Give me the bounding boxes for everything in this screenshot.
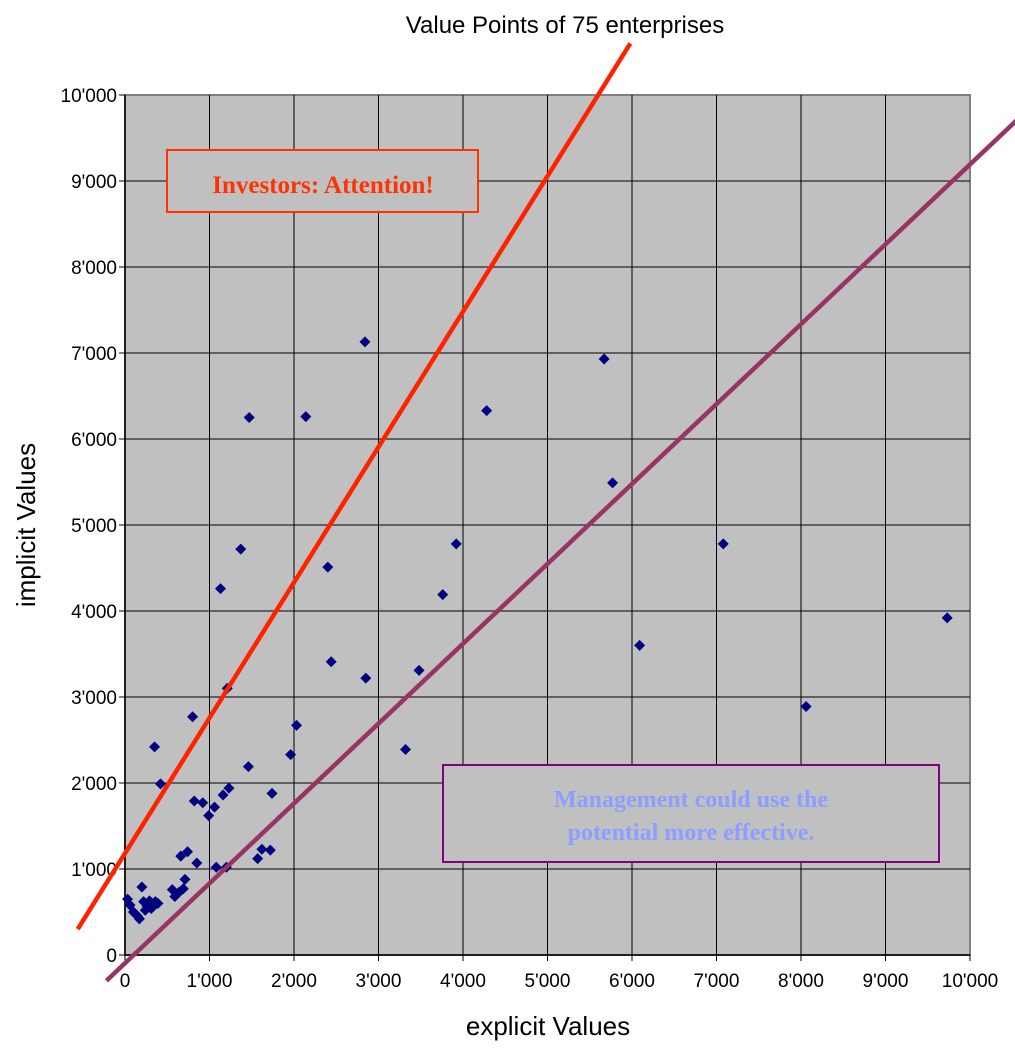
data-point bbox=[177, 883, 189, 895]
y-tick-label: 10'000 bbox=[61, 86, 117, 107]
data-point bbox=[209, 801, 221, 813]
data-point bbox=[400, 743, 412, 755]
data-point bbox=[203, 810, 215, 822]
y-tick-label: 9'000 bbox=[71, 172, 117, 193]
data-point bbox=[149, 741, 161, 753]
data-point bbox=[136, 881, 148, 893]
data-point bbox=[359, 336, 371, 348]
data-point bbox=[717, 538, 729, 550]
tick-labels: 0 1'000 2'000 3'000 4'000 5'000 6'000 7'000 8'00… bbox=[61, 86, 999, 992]
y-axis-label: implicit Values bbox=[11, 443, 41, 607]
data-point bbox=[235, 543, 247, 555]
x-tick-label: 10'000 bbox=[942, 971, 998, 992]
data-points bbox=[122, 336, 953, 925]
y-tick-label: 7'000 bbox=[71, 344, 117, 365]
investors-callout-text: Investors: Attention! bbox=[212, 172, 434, 199]
investors-callout-box bbox=[166, 149, 479, 213]
data-point bbox=[598, 353, 610, 365]
data-point bbox=[223, 782, 235, 794]
data-point bbox=[133, 913, 145, 925]
y-tick-label: 1'000 bbox=[71, 860, 117, 881]
data-point bbox=[179, 873, 191, 885]
data-point bbox=[413, 664, 425, 676]
data-point bbox=[437, 589, 449, 601]
x-tick-label: 3'000 bbox=[356, 971, 402, 992]
data-point bbox=[634, 639, 646, 651]
management-callout-text: Management could use the bbox=[554, 787, 828, 813]
x-tick-label: 5'000 bbox=[525, 971, 571, 992]
data-point bbox=[256, 843, 268, 855]
data-point bbox=[266, 787, 278, 799]
x-tick-label: 2'000 bbox=[271, 971, 317, 992]
x-tick-label: 9'000 bbox=[863, 971, 909, 992]
x-axis-label: explicit Values bbox=[466, 1011, 630, 1041]
management-callout-box bbox=[442, 764, 940, 863]
data-point bbox=[152, 897, 164, 909]
data-point bbox=[154, 778, 166, 790]
data-point bbox=[187, 711, 199, 723]
grid bbox=[119, 94, 971, 961]
data-point bbox=[252, 853, 264, 865]
data-point bbox=[175, 850, 187, 862]
data-point bbox=[360, 672, 372, 684]
x-tick-label: 7'000 bbox=[694, 971, 740, 992]
x-tick-label: 6'000 bbox=[609, 971, 655, 992]
data-point bbox=[264, 844, 276, 856]
data-point bbox=[182, 846, 194, 858]
data-point bbox=[210, 861, 222, 873]
x-tick-label: 8'000 bbox=[778, 971, 824, 992]
y-tick-label: 8'000 bbox=[71, 258, 117, 279]
management-callout-text: potential more effective. bbox=[568, 820, 815, 846]
y-tick-label: 6'000 bbox=[71, 430, 117, 451]
chart-title: Value Points of 75 enterprises bbox=[406, 12, 724, 39]
x-tick-label: 1'000 bbox=[187, 971, 233, 992]
data-point bbox=[941, 612, 953, 624]
data-point bbox=[607, 477, 619, 489]
x-tick-label: 0 bbox=[120, 971, 131, 992]
data-point bbox=[188, 795, 200, 807]
data-point bbox=[242, 761, 254, 773]
x-tick-label: 4'000 bbox=[440, 971, 486, 992]
y-tick-label: 4'000 bbox=[71, 602, 117, 623]
data-point bbox=[800, 700, 812, 712]
management-threshold-line bbox=[104, 118, 1015, 983]
data-point bbox=[191, 857, 203, 869]
y-tick-label: 2'000 bbox=[71, 774, 117, 795]
data-point bbox=[325, 656, 337, 668]
data-point bbox=[300, 411, 312, 423]
data-point bbox=[243, 412, 255, 423]
y-tick-label: 3'000 bbox=[71, 688, 117, 709]
data-point bbox=[217, 789, 229, 801]
data-point bbox=[291, 719, 303, 731]
data-point bbox=[197, 797, 209, 809]
investor-threshold-line bbox=[75, 42, 633, 931]
annotations: Investors: Attention! Management could us… bbox=[166, 149, 940, 863]
y-tick-label: 5'000 bbox=[71, 516, 117, 537]
data-point bbox=[214, 583, 226, 595]
reference-lines bbox=[75, 42, 1015, 983]
data-point bbox=[450, 538, 462, 550]
y-tick-label: 0 bbox=[106, 946, 117, 967]
data-point bbox=[481, 405, 493, 417]
data-point bbox=[322, 561, 334, 573]
data-point bbox=[285, 749, 297, 761]
